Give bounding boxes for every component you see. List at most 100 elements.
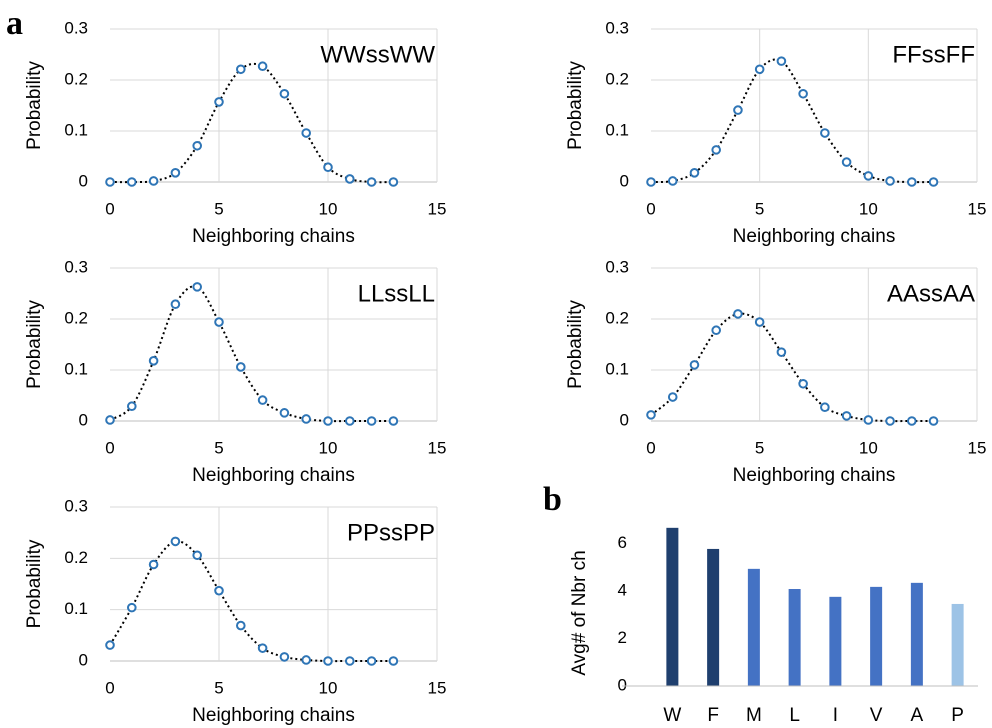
y-tick-label: 0.3 [64,18,88,37]
y-axis-label: Probability [565,61,586,150]
y-tick-label: 0 [79,171,88,190]
data-point [148,176,159,186]
data-point [127,401,137,412]
data-point [105,415,115,425]
x-tick-label: W [663,705,681,726]
bar [666,527,679,686]
data-point [236,64,246,75]
data-point [689,360,700,370]
data-point [192,550,202,561]
y-tick-label: 0.3 [64,257,88,276]
data-point [689,168,700,178]
data-point [667,392,678,402]
x-axis-label: Neighboring chains [733,226,896,247]
data-point [148,356,159,366]
y-axis-label: Probability [24,61,45,150]
panel-label: a [6,5,23,42]
panel-title: LLssLL [358,280,435,307]
data-point [345,174,355,184]
data-point [236,362,246,372]
x-tick-label: V [870,705,883,726]
x-tick-label: 15 [428,678,447,697]
fit-line [650,58,934,184]
bar [788,589,801,686]
data-point [170,299,181,310]
x-tick-label: 0 [105,438,114,457]
x-tick-label: 15 [968,199,987,218]
x-tick-label: P [951,705,964,726]
y-tick-label: 0.1 [64,599,88,618]
data-point [192,140,202,151]
data-point [345,656,355,666]
y-axis-label: Probability [565,300,586,389]
data-point [323,656,333,666]
data-point [388,656,399,666]
y-axis-label: Probability [24,300,45,389]
data-point [170,168,181,178]
x-tick-label: 5 [214,438,223,457]
data-point [885,416,895,426]
data-point [301,128,312,138]
x-tick-label: 10 [319,678,338,697]
data-point [907,177,917,187]
y-tick-label: 6 [618,533,627,552]
data-point [820,402,830,413]
data-point [257,61,268,72]
y-axis-label: Probability [24,539,45,628]
x-axis-label: Neighboring chains [733,465,896,486]
x-tick-label: 0 [646,199,655,218]
y-tick-label: 0.1 [605,359,629,378]
y-tick-label: 0.3 [64,496,88,515]
data-point [257,643,268,653]
data-point [820,128,830,138]
data-point [345,416,355,426]
panel-title: AAssAA [887,280,975,307]
x-tick-label: 5 [755,438,764,457]
x-tick-label: 5 [755,199,764,218]
x-tick-label: L [789,705,800,726]
bar [870,586,883,686]
data-point [257,395,268,405]
data-point [148,559,159,570]
x-axis-label: Neighboring chains [192,465,355,486]
y-tick-label: 0 [620,410,629,429]
x-tick-label: 0 [105,199,114,218]
data-point [170,536,181,547]
y-tick-label: 0 [79,650,88,669]
data-point [928,177,939,187]
data-point [863,171,874,181]
panel-label: b [543,481,562,518]
bar [747,568,760,686]
data-point [733,309,743,319]
data-point [279,88,290,99]
y-tick-label: 4 [618,581,627,600]
data-point [192,282,202,292]
data-point [366,177,377,187]
y-tick-label: 0.1 [64,120,88,139]
fit-line [109,62,394,184]
data-point [776,56,787,66]
data-point [301,414,312,424]
panel-title: FFssFF [892,41,975,68]
data-point [798,88,808,99]
data-point [798,378,808,389]
data-point [863,415,874,425]
data-point [127,177,137,187]
data-point [885,176,895,186]
bar [829,596,842,686]
y-tick-label: 2 [618,628,627,647]
y-tick-label: 0.1 [64,359,88,378]
x-tick-label: 0 [105,678,114,697]
data-point [841,157,852,167]
data-point [323,416,333,426]
y-tick-label: 0.2 [605,69,629,88]
x-tick-label: 10 [859,438,878,457]
y-tick-label: 0 [618,675,627,694]
data-point [214,317,224,327]
y-tick-label: 0.2 [64,308,88,327]
x-axis-label: Neighboring chains [192,705,355,726]
y-tick-label: 0.3 [605,257,629,276]
x-tick-label: 10 [319,438,338,457]
x-axis-label: Neighboring chains [192,226,355,247]
fit-line [109,285,394,423]
